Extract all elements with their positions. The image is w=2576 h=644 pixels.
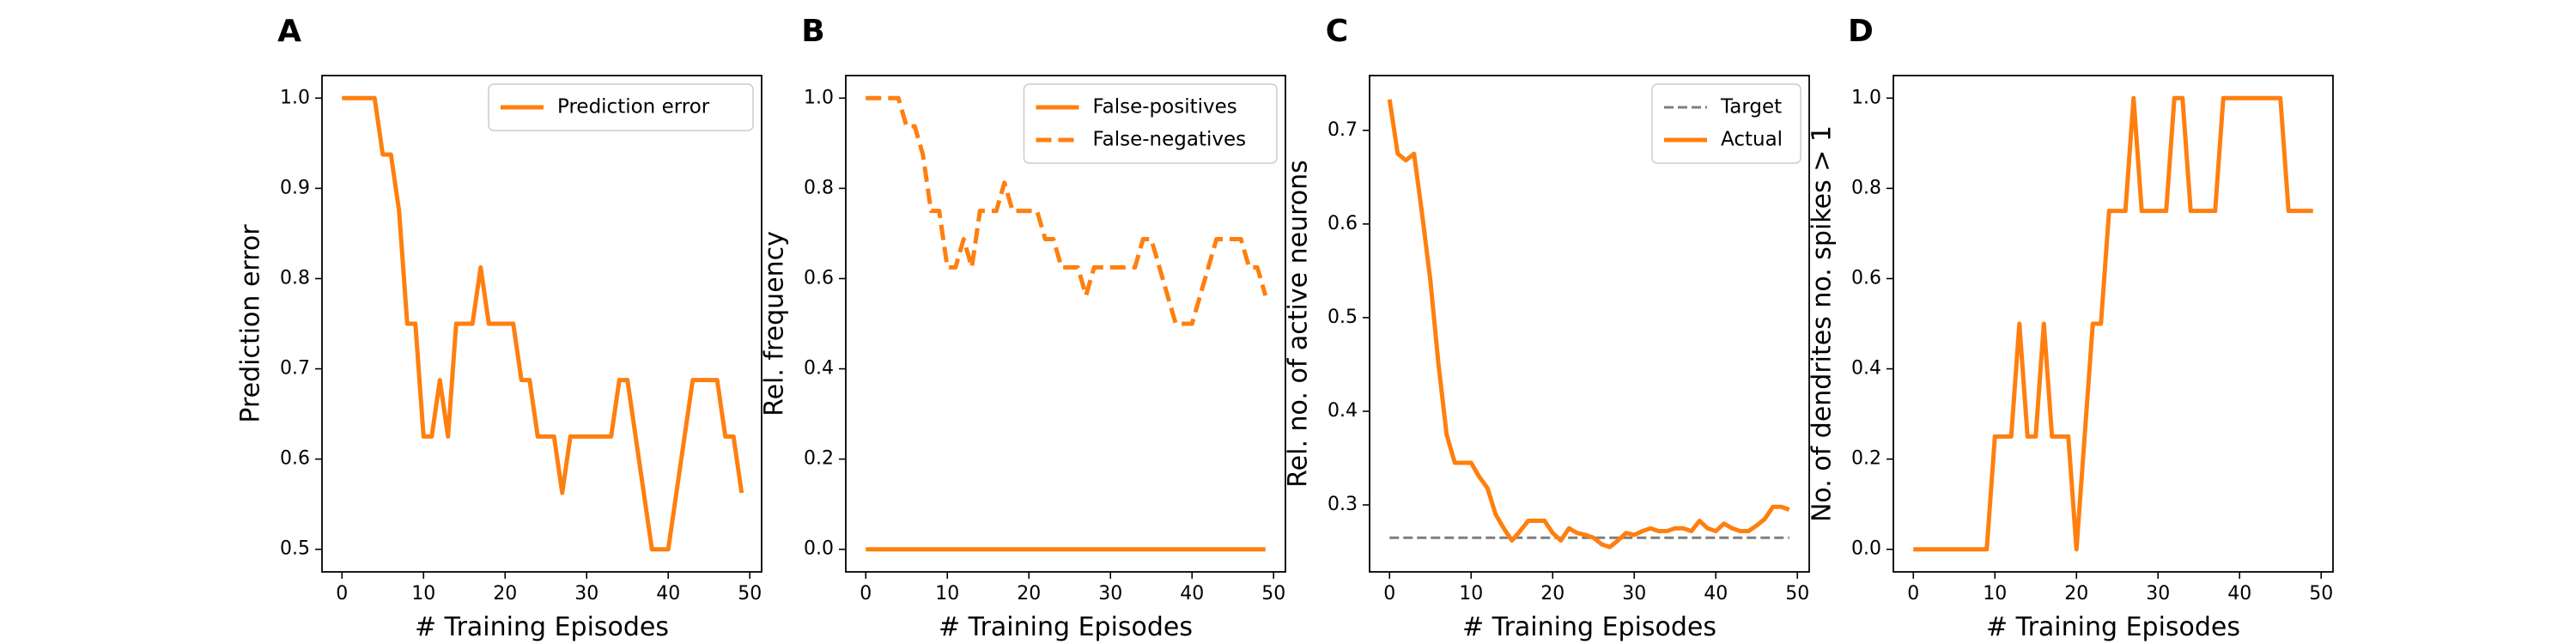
legend: Prediction error xyxy=(488,83,754,131)
x-tick-label: 50 xyxy=(2309,583,2333,605)
series-line-false-negatives xyxy=(866,95,1268,326)
axes-frame xyxy=(1893,75,2334,573)
legend-label: False-negatives xyxy=(1093,129,1247,151)
y-tick-label: 0.5 xyxy=(1327,307,1358,328)
x-axis-label: # Training Episodes xyxy=(1462,612,1716,642)
x-tick-label: 30 xyxy=(2146,583,2170,605)
y-tick-label: 0.5 xyxy=(280,538,310,560)
panel-c: C 0 10 20 30 40 50 0.3 0.4 0.5 0.6 0.7 # Training Ep… xyxy=(1284,14,1810,642)
x-tick-label: 20 xyxy=(493,583,517,605)
x-tick-label: 20 xyxy=(2064,583,2088,605)
y-tick-label: 1.0 xyxy=(1851,87,1881,108)
x-tick-label: 50 xyxy=(738,583,762,605)
panel-letter: C xyxy=(1326,14,1348,49)
legend-label: False-positives xyxy=(1093,96,1237,118)
x-tick-label: 30 xyxy=(1622,583,1646,605)
x-tick-label: 50 xyxy=(1261,583,1285,605)
axes-frame xyxy=(845,75,1286,573)
y-tick-label: 0.6 xyxy=(280,448,310,470)
panel-d: D 0 10 20 30 40 50 0.0 0.2 0.4 0.6 0.8 1.0 # Training… xyxy=(1807,14,2334,642)
series-line-actual xyxy=(1387,99,1790,550)
legend: False-positives False-negatives xyxy=(1023,83,1278,164)
x-tick-label: 40 xyxy=(2227,583,2251,605)
y-tick-label: 0.2 xyxy=(1851,448,1881,470)
axes-frame xyxy=(321,75,762,573)
legend-box xyxy=(1651,83,1801,164)
y-axis-label: Rel. no. of active neurons xyxy=(1284,160,1314,488)
y-axis-label: Rel. frequency xyxy=(760,231,790,416)
y-tick-label: 0.0 xyxy=(804,538,834,560)
panel-letter: A xyxy=(277,14,301,49)
y-tick-label: 0.6 xyxy=(804,267,834,289)
y-tick-label: 0.4 xyxy=(804,358,834,380)
x-tick-label: 20 xyxy=(1017,583,1041,605)
x-tick-label: 20 xyxy=(1540,583,1564,605)
y-tick-label: 0.7 xyxy=(280,358,310,380)
axes-frame xyxy=(1369,75,1810,573)
panel-b: B 0 10 20 30 40 50 0.0 0.2 0.4 0.6 0.8 1.0 # Training… xyxy=(760,14,1286,642)
legend-box xyxy=(1023,83,1278,164)
y-tick-label: 1.0 xyxy=(804,87,834,108)
x-tick-label: 40 xyxy=(1704,583,1728,605)
x-tick-label: 50 xyxy=(1785,583,1809,605)
y-tick-label: 0.4 xyxy=(1327,400,1358,422)
x-tick-label: 30 xyxy=(574,583,598,605)
y-tick-label: 0.8 xyxy=(1851,177,1881,198)
x-axis-label: # Training Episodes xyxy=(939,612,1193,642)
x-tick-label: 10 xyxy=(411,583,435,605)
y-tick-label: 0.8 xyxy=(280,267,310,289)
y-tick-label: 0.0 xyxy=(1851,538,1881,560)
x-tick-label: 30 xyxy=(1098,583,1122,605)
legend: Target Actual xyxy=(1651,83,1801,164)
y-tick-label: 0.3 xyxy=(1327,494,1358,515)
x-tick-label: 0 xyxy=(1907,583,1919,605)
y-tick-label: 0.6 xyxy=(1327,213,1358,234)
panel-letter: B xyxy=(801,14,824,49)
y-tick-label: 0.2 xyxy=(804,448,834,470)
series-line-value xyxy=(1913,95,2313,552)
y-tick-label: 0.4 xyxy=(1851,358,1881,380)
legend-label: Target xyxy=(1720,96,1782,118)
legend-label: Prediction error xyxy=(557,96,710,118)
y-axis-label: No. of dendrites no. spikes > 1 xyxy=(1807,125,1838,522)
x-tick-label: 0 xyxy=(1383,583,1395,605)
x-tick-label: 10 xyxy=(935,583,959,605)
legend-box xyxy=(488,83,754,131)
x-tick-label: 40 xyxy=(1180,583,1204,605)
y-tick-label: 0.6 xyxy=(1851,267,1881,289)
series-line-prediction-error xyxy=(342,95,744,552)
y-tick-label: 0.8 xyxy=(804,177,834,198)
x-tick-label: 0 xyxy=(860,583,872,605)
y-axis-label: Prediction error xyxy=(236,224,266,423)
x-tick-label: 10 xyxy=(1459,583,1483,605)
x-tick-label: 0 xyxy=(336,583,348,605)
y-tick-label: 0.9 xyxy=(280,177,310,198)
y-tick-label: 0.7 xyxy=(1327,119,1358,141)
x-tick-label: 40 xyxy=(656,583,680,605)
x-axis-label: # Training Episodes xyxy=(1986,612,2240,642)
x-tick-label: 10 xyxy=(1983,583,2007,605)
legend-label: Actual xyxy=(1721,129,1783,151)
panel-letter: D xyxy=(1848,14,1874,49)
panel-a: A 0 10 20 30 40 50 0.5 0.6 0.7 0.8 0.9 1.0 # Training… xyxy=(236,14,762,642)
y-tick-label: 1.0 xyxy=(280,87,310,108)
x-axis-label: # Training Episodes xyxy=(415,612,669,642)
